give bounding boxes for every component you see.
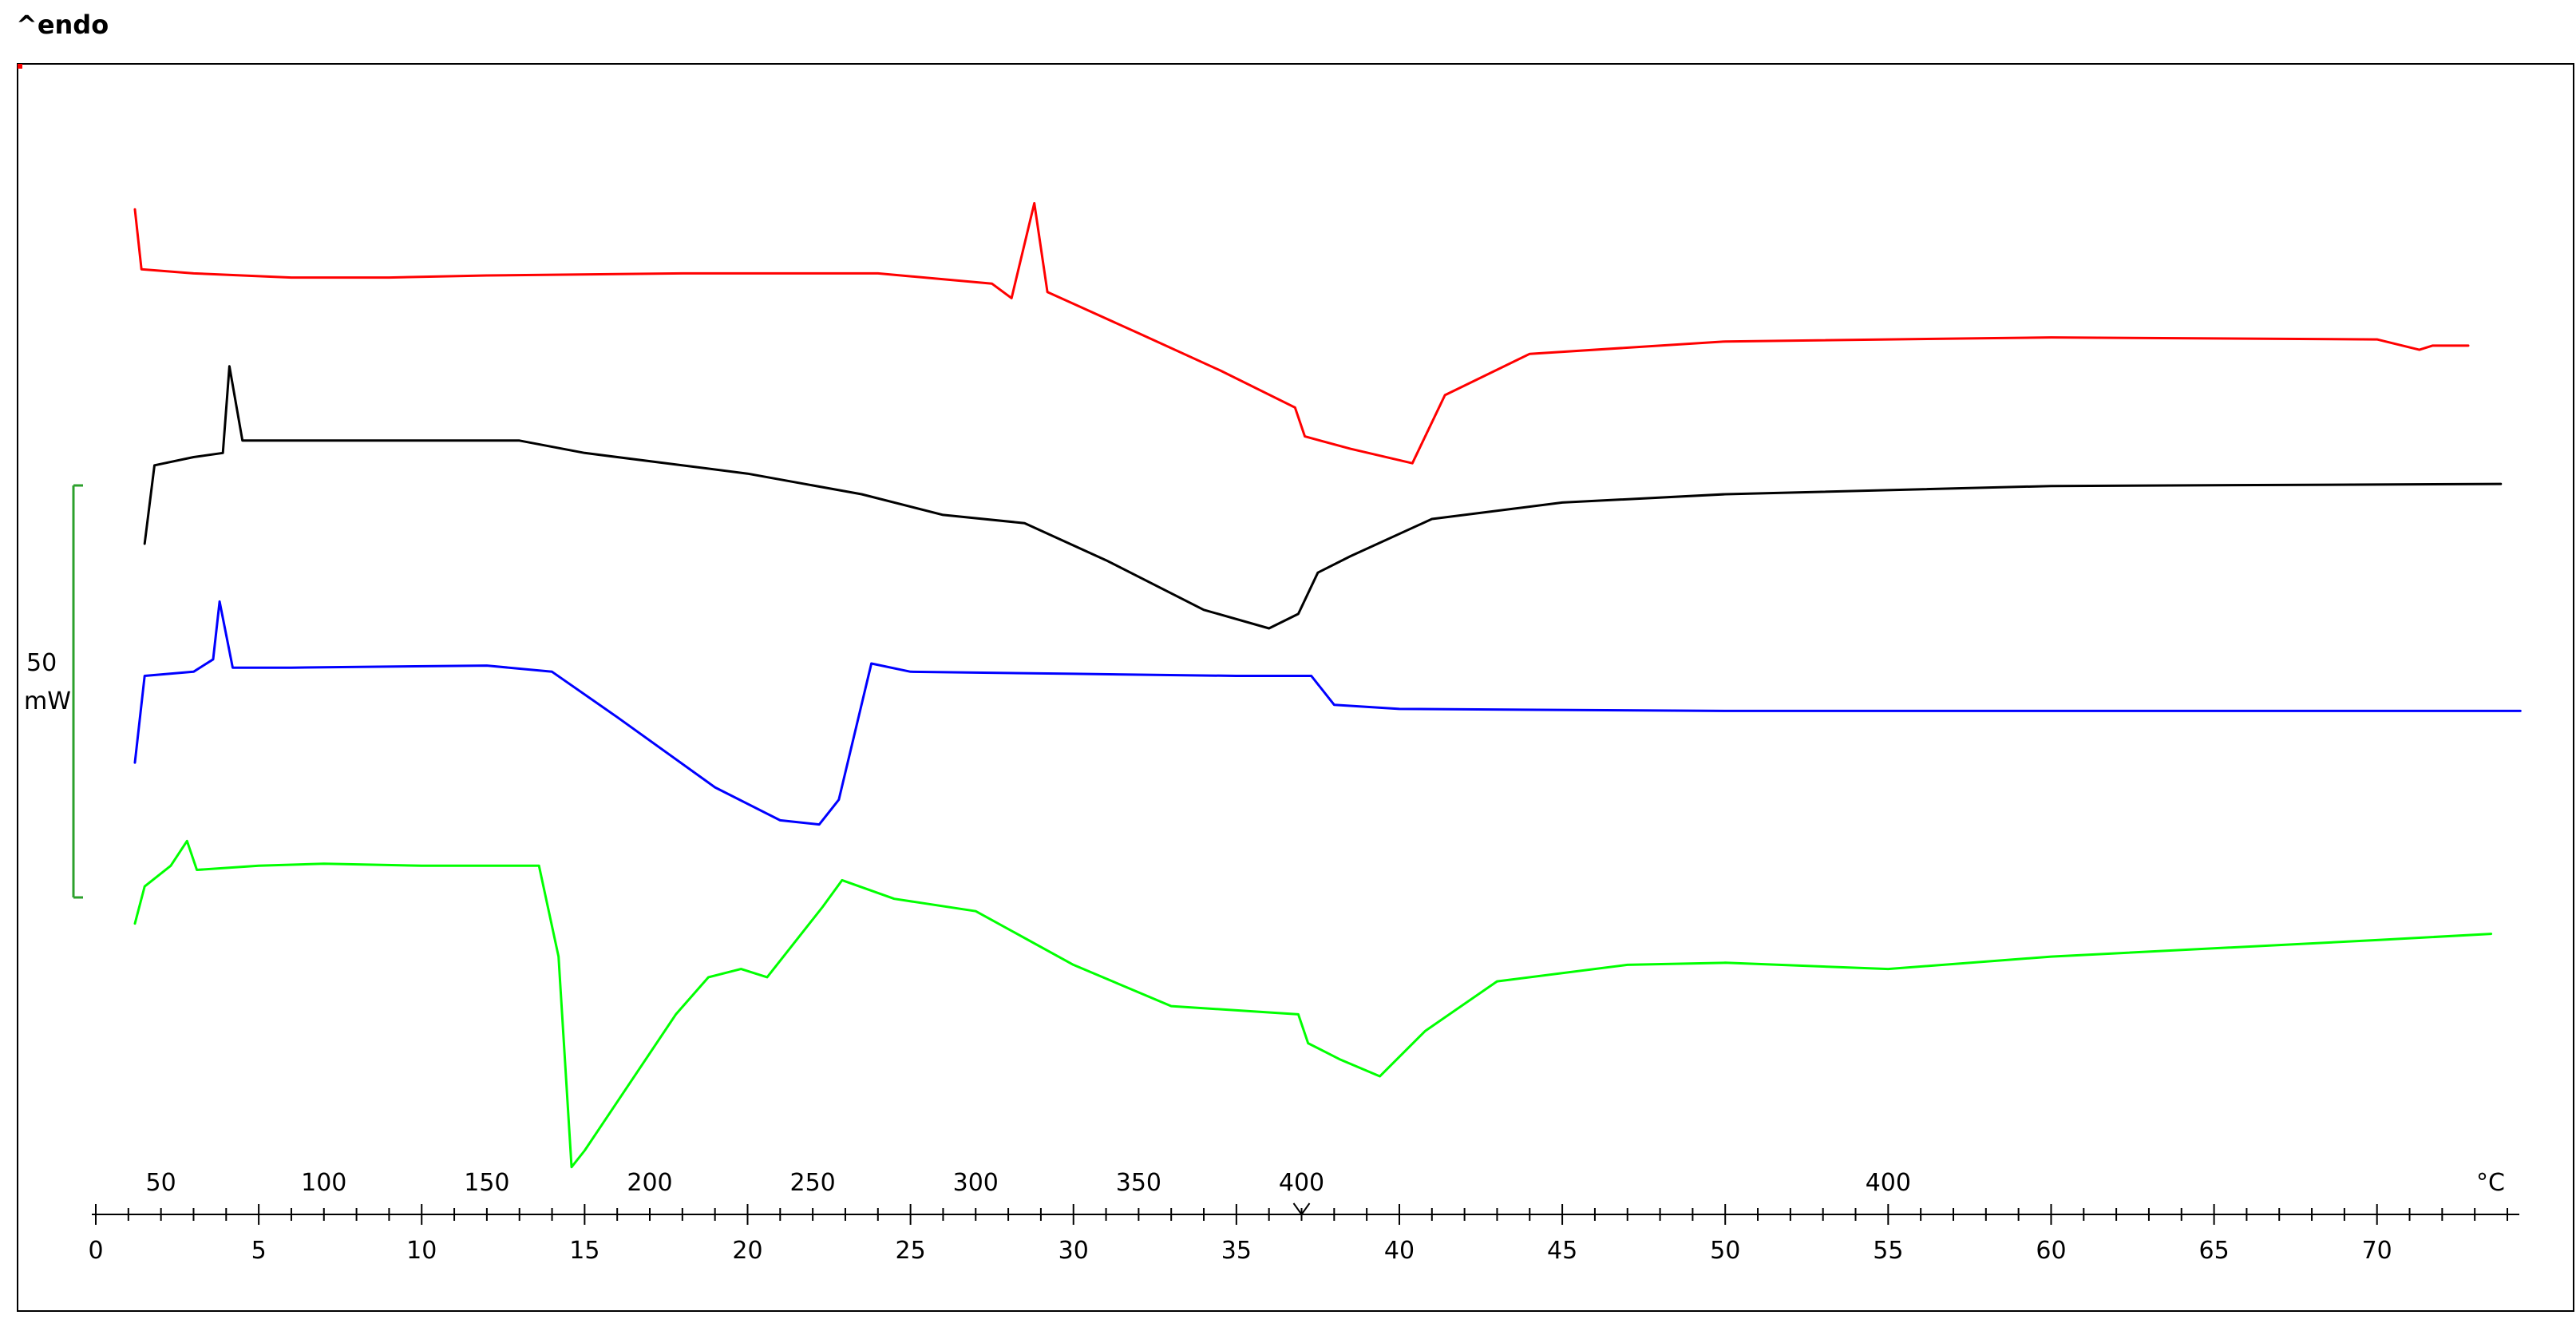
series-line-4 (133, 839, 2493, 1169)
series-line-1 (133, 202, 2470, 465)
time-tick-label: 15 (569, 1237, 599, 1265)
scale-bar-value: 50 (26, 649, 57, 677)
temperature-label: 300 (953, 1169, 999, 1197)
temperature-label: 250 (790, 1169, 836, 1197)
temperature-label: 50 (146, 1169, 176, 1197)
time-tick-label: 10 (406, 1237, 437, 1265)
series-line-3 (133, 600, 2522, 826)
time-tick-label: 40 (1384, 1237, 1415, 1265)
temperature-label: 100 (301, 1169, 346, 1197)
time-tick-label: 60 (2036, 1237, 2066, 1265)
scale-bar-unit: mW (24, 687, 71, 715)
temperature-label: 150 (464, 1169, 509, 1197)
time-tick-label: 70 (2362, 1237, 2392, 1265)
temperature-label: 400 (1866, 1169, 1911, 1197)
time-tick-label: 0 (88, 1237, 103, 1265)
time-tick-label: 65 (2198, 1237, 2229, 1265)
temperature-label: 350 (1116, 1169, 1161, 1197)
time-tick-label: 20 (732, 1237, 762, 1265)
time-tick-label: 25 (896, 1237, 926, 1265)
x-unit-label: °C (2476, 1169, 2505, 1197)
endo-label: ^endo (16, 10, 109, 40)
time-tick-label: 5 (251, 1237, 267, 1265)
temperature-label: 400 (1279, 1169, 1324, 1197)
time-tick-label: 50 (1710, 1237, 1740, 1265)
time-tick-label: 55 (1873, 1237, 1903, 1265)
temperature-label: 200 (627, 1169, 672, 1197)
series-layer (133, 202, 2522, 1169)
segment-marker (1292, 1202, 1311, 1216)
time-tick-label: 35 (1221, 1237, 1252, 1265)
time-tick-label: 45 (1547, 1237, 1577, 1265)
frame-marker (18, 64, 22, 69)
x-axis: 0 5 10 15 20 25 30 35 40 45 50 55 60 65 70 50 100 150 200 2… (88, 1169, 2519, 1265)
scale-bar: 50 mW (24, 484, 83, 899)
series-line-2 (143, 365, 2503, 630)
time-tick-label: 30 (1058, 1237, 1089, 1265)
plot-frame (17, 63, 2574, 1312)
